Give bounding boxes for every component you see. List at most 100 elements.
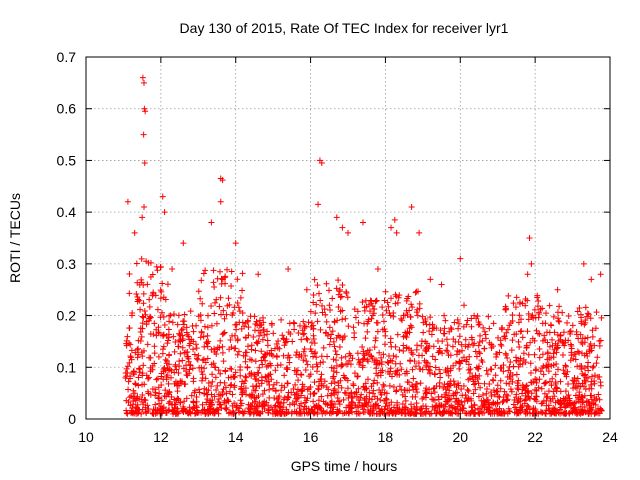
- data-point: [545, 388, 552, 395]
- data-point: [565, 313, 572, 320]
- data-point: [181, 406, 188, 413]
- data-point: [179, 332, 186, 339]
- data-point: [300, 331, 307, 338]
- data-point: [334, 394, 341, 401]
- data-point: [205, 380, 212, 387]
- y-tick-label: 0.3: [57, 256, 77, 272]
- data-point: [125, 386, 132, 393]
- data-point: [142, 409, 149, 416]
- data-point: [300, 348, 307, 355]
- data-point: [498, 325, 505, 332]
- data-point: [591, 342, 598, 349]
- x-tick-label: 24: [602, 429, 618, 445]
- data-point: [524, 328, 531, 335]
- data-point: [143, 321, 150, 328]
- data-point: [427, 276, 434, 283]
- data-point: [562, 362, 569, 369]
- data-point: [186, 404, 193, 411]
- data-point: [126, 325, 133, 331]
- data-point: [416, 229, 423, 236]
- data-point: [418, 405, 425, 412]
- data-point: [193, 345, 200, 352]
- data-point: [593, 360, 600, 367]
- data-point: [498, 342, 505, 349]
- data-point: [554, 366, 561, 373]
- data-point: [193, 341, 199, 348]
- data-point: [393, 229, 400, 236]
- data-point: [242, 358, 249, 365]
- data-point: [228, 374, 235, 381]
- data-point: [416, 365, 423, 372]
- data-point: [490, 377, 497, 384]
- data-point: [565, 392, 572, 399]
- data-point: [506, 380, 513, 387]
- data-point: [484, 371, 491, 378]
- data-point: [549, 375, 556, 382]
- data-point: [324, 353, 331, 360]
- data-point: [578, 350, 585, 357]
- data-point: [252, 321, 259, 328]
- data-point: [204, 324, 211, 331]
- data-point: [123, 365, 130, 372]
- data-point: [303, 358, 310, 365]
- data-point: [368, 383, 375, 390]
- data-point: [158, 309, 165, 316]
- data-point: [242, 334, 249, 341]
- data-point: [445, 372, 452, 379]
- data-point: [127, 353, 134, 360]
- data-point: [383, 307, 390, 314]
- data-point: [323, 330, 330, 337]
- data-point: [442, 391, 449, 398]
- data-point: [254, 369, 261, 376]
- data-point: [471, 402, 478, 409]
- data-point: [401, 312, 408, 319]
- data-point: [285, 408, 292, 415]
- data-point: [504, 354, 511, 361]
- data-point: [445, 352, 452, 359]
- data-point: [509, 312, 516, 319]
- data-point: [472, 348, 479, 355]
- data-point: [135, 296, 142, 303]
- data-point: [181, 311, 188, 318]
- data-point: [275, 395, 282, 402]
- data-point: [414, 312, 421, 319]
- data-point: [171, 407, 178, 414]
- data-point: [503, 305, 510, 312]
- data-point: [519, 360, 526, 367]
- data-point: [542, 320, 549, 327]
- data-point: [542, 410, 549, 417]
- data-point: [418, 410, 425, 417]
- data-point: [492, 372, 499, 379]
- data-point: [164, 372, 171, 379]
- data-point: [452, 359, 459, 366]
- data-point: [126, 359, 133, 366]
- data-point: [213, 296, 220, 303]
- data-point: [259, 336, 266, 343]
- data-point: [441, 325, 448, 332]
- data-point: [391, 216, 398, 223]
- data-point: [390, 383, 397, 390]
- data-point: [456, 365, 463, 372]
- data-point: [376, 349, 383, 356]
- data-point: [440, 384, 447, 391]
- data-point: [149, 292, 156, 299]
- y-tick-label: 0.4: [57, 204, 77, 220]
- data-point: [398, 315, 405, 322]
- data-point: [165, 380, 172, 387]
- data-point: [443, 336, 450, 343]
- data-point: [413, 386, 420, 393]
- data-point: [317, 376, 324, 383]
- data-point: [136, 396, 143, 403]
- data-point: [153, 332, 160, 339]
- data-point: [483, 367, 490, 374]
- data-point: [371, 410, 378, 417]
- data-point: [142, 397, 149, 404]
- data-point: [132, 381, 139, 388]
- data-point: [318, 160, 325, 167]
- data-point: [280, 399, 287, 406]
- data-point: [326, 341, 333, 348]
- data-point: [503, 396, 510, 403]
- data-point: [310, 409, 317, 416]
- data-point: [235, 304, 242, 311]
- data-point: [123, 410, 130, 417]
